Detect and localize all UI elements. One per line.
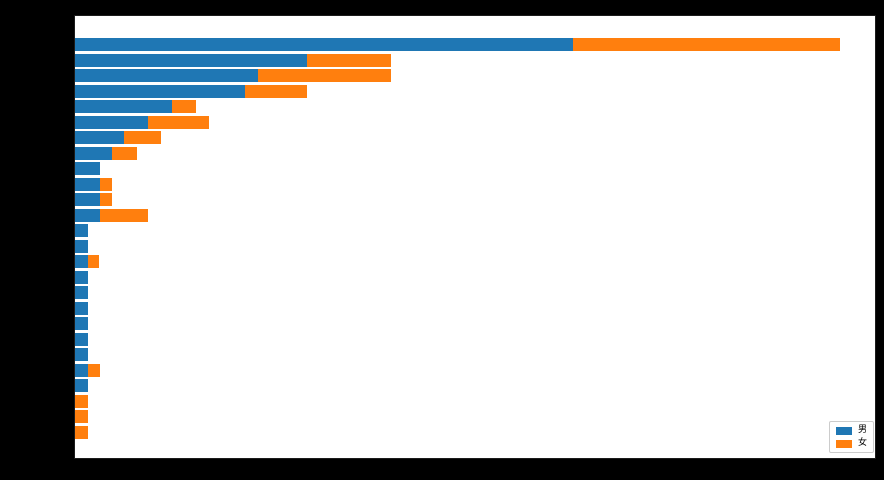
bar-segment-male	[75, 208, 100, 222]
bar-row	[75, 379, 875, 393]
bar-segment-female	[100, 177, 112, 191]
bar-row	[75, 270, 875, 284]
bar-segment-male	[75, 270, 88, 284]
bar-segment-male	[75, 162, 100, 176]
bar-segment-male	[75, 224, 88, 238]
bar-segment-male	[75, 379, 88, 393]
bar-segment-female	[100, 208, 148, 222]
bar-row	[75, 69, 875, 83]
bar-segment-male	[75, 115, 148, 129]
bar-row	[75, 410, 875, 424]
bar-segment-female	[258, 69, 391, 83]
bar-segment-male	[75, 69, 258, 83]
bar-row	[75, 146, 875, 160]
bar-segment-male	[75, 332, 88, 346]
bar-row	[75, 115, 875, 129]
bar-row	[75, 131, 875, 145]
plot-area: 男 女	[75, 16, 875, 458]
bar-segment-male	[75, 38, 573, 51]
bar-segment-male	[75, 317, 88, 331]
bar-row	[75, 348, 875, 362]
bar-row	[75, 193, 875, 207]
bar-row	[75, 162, 875, 176]
bar-segment-female	[148, 115, 209, 129]
bar-segment-female	[172, 100, 196, 114]
bar-segment-female	[100, 193, 112, 207]
bar-row	[75, 317, 875, 331]
bar-segment-male	[75, 84, 245, 98]
bar-row	[75, 53, 875, 67]
bar-segment-male	[75, 348, 88, 362]
bar-segment-male	[75, 301, 88, 315]
bar-row	[75, 177, 875, 191]
bar-segment-male	[75, 363, 88, 377]
bar-segment-female	[88, 363, 100, 377]
bar-segment-male	[75, 255, 88, 269]
legend-item-male: 男	[835, 425, 867, 435]
bar-row	[75, 84, 875, 98]
bar-segment-male	[75, 239, 88, 253]
bars	[75, 38, 875, 439]
bar-segment-female	[75, 394, 88, 408]
bar-segment-female	[245, 84, 307, 98]
bar-row	[75, 286, 875, 300]
bar-segment-female	[307, 53, 391, 67]
bar-row	[75, 38, 875, 51]
bar-row	[75, 425, 875, 439]
bar-row	[75, 224, 875, 238]
bar-segment-female	[573, 38, 840, 51]
bar-row	[75, 255, 875, 269]
bar-row	[75, 301, 875, 315]
bar-row	[75, 394, 875, 408]
bar-segment-female	[124, 131, 161, 145]
bar-segment-male	[75, 131, 124, 145]
bar-segment-female	[75, 410, 88, 424]
bar-segment-male	[75, 53, 307, 67]
bar-row	[75, 239, 875, 253]
bar-segment-male	[75, 177, 100, 191]
bar-row	[75, 332, 875, 346]
bar-segment-female	[88, 255, 99, 269]
legend-swatch-female	[835, 439, 852, 448]
bar-segment-female	[75, 425, 88, 439]
bar-segment-male	[75, 146, 112, 160]
legend-item-female: 女	[835, 438, 867, 448]
legend-label-female: 女	[857, 438, 867, 448]
bar-row	[75, 100, 875, 114]
legend-swatch-male	[835, 426, 852, 435]
bar-row	[75, 363, 875, 377]
bar-segment-female	[112, 146, 137, 160]
legend-label-male: 男	[857, 425, 867, 435]
bar-segment-male	[75, 193, 100, 207]
bar-segment-male	[75, 100, 172, 114]
legend: 男 女	[828, 421, 874, 453]
bar-segment-male	[75, 286, 88, 300]
bar-row	[75, 208, 875, 222]
